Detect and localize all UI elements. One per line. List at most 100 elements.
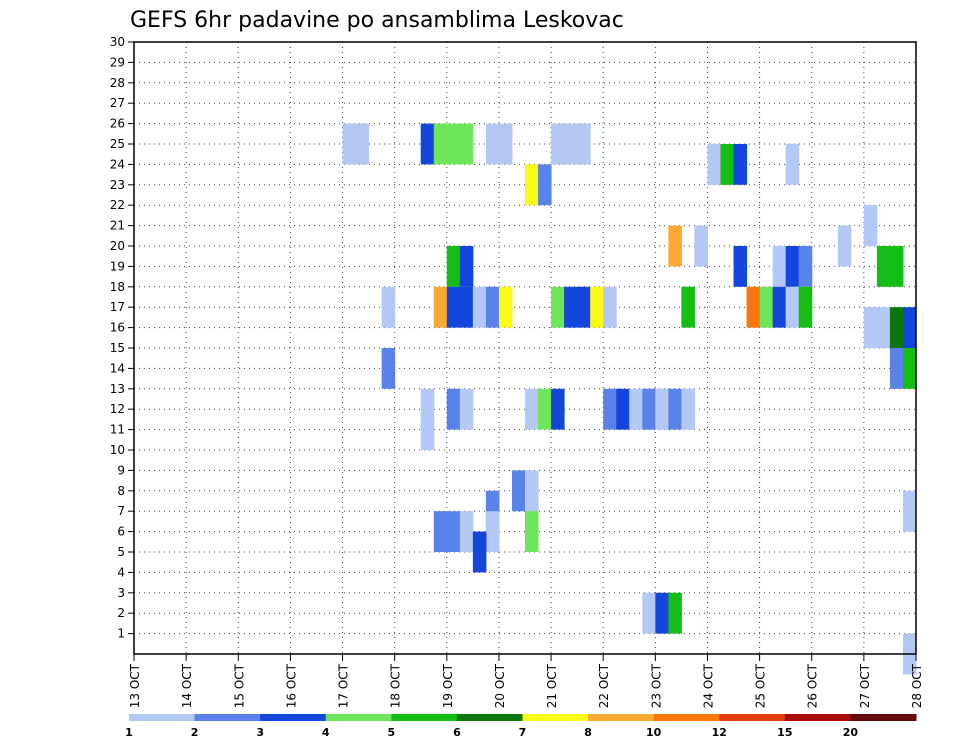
precip-cell — [759, 286, 774, 328]
precip-cell — [603, 286, 617, 328]
precip-cell — [642, 592, 656, 634]
y-tick-label: 11 — [110, 423, 125, 437]
x-tick-label: 15 OCT — [232, 663, 246, 708]
precip-cell — [538, 388, 552, 430]
colorbar-segment — [391, 714, 458, 721]
grid-lines — [134, 42, 916, 654]
y-tick-label: 4 — [117, 565, 125, 579]
chart-title: GEFS 6hr padavine po ansamblima Leskovac — [130, 8, 624, 33]
colorbar-label: 7 — [519, 726, 527, 739]
precip-cell — [590, 286, 604, 328]
y-tick-label: 17 — [110, 300, 125, 314]
precip-cell — [498, 123, 513, 165]
y-tick-label: 1 — [117, 627, 125, 641]
y-axis: 1234567891011121314151617181920212223242… — [110, 35, 134, 641]
precip-cell — [433, 511, 448, 552]
y-tick-label: 27 — [110, 96, 125, 110]
precip-cell — [655, 592, 669, 634]
precip-cell — [720, 144, 735, 185]
precip-cell — [459, 286, 474, 328]
colorbar-label: 1 — [125, 726, 133, 739]
colorbar: 1 2 3 4 5 6 7 8 10 12 15 20 — [125, 714, 917, 739]
colorbar-segment — [850, 714, 917, 721]
precip-cell — [525, 164, 539, 206]
precip-cell — [733, 144, 748, 185]
precip-cell — [642, 388, 656, 430]
precip-cell — [459, 123, 474, 165]
precip-cell — [420, 409, 435, 450]
precip-cell — [459, 246, 474, 287]
precip-cell — [446, 286, 461, 328]
precip-cell — [525, 470, 539, 512]
colorbar-label: 4 — [322, 726, 330, 739]
precip-cell — [551, 388, 565, 430]
x-tick-label: 18 OCT — [389, 663, 403, 708]
precip-cell — [694, 225, 708, 267]
x-tick-label: 13 OCT — [128, 663, 142, 708]
y-tick-label: 20 — [110, 239, 125, 253]
precip-cell — [485, 286, 500, 328]
colorbar-label: 5 — [388, 726, 396, 739]
x-tick-label: 20 OCT — [493, 663, 507, 708]
colorbar-label: 20 — [843, 726, 859, 739]
colorbar-label: 3 — [256, 726, 264, 739]
precip-cell — [876, 307, 891, 348]
y-tick-label: 14 — [110, 361, 125, 375]
x-tick-label: 17 OCT — [337, 663, 351, 708]
y-tick-label: 24 — [110, 157, 125, 171]
precip-cell — [707, 144, 721, 185]
y-tick-label: 26 — [110, 117, 125, 131]
precip-cell — [381, 348, 396, 389]
y-tick-label: 5 — [117, 545, 125, 559]
precip-cell — [798, 246, 813, 287]
precip-cell — [472, 531, 487, 573]
precip-cell — [472, 286, 487, 328]
precip-cell — [485, 511, 500, 552]
x-tick-label: 27 OCT — [858, 663, 872, 708]
colorbar-segment — [653, 714, 720, 721]
colorbar-label: 12 — [712, 726, 727, 739]
colorbar-segment — [260, 714, 327, 721]
precip-cell — [381, 286, 396, 328]
x-tick-label: 16 OCT — [284, 663, 298, 708]
precip-cell — [785, 144, 800, 185]
precip-cell — [459, 511, 474, 552]
x-tick-label: 23 OCT — [649, 663, 663, 708]
colorbar-label: 2 — [191, 726, 199, 739]
x-tick-label: 19 OCT — [441, 663, 455, 708]
y-tick-label: 25 — [110, 137, 125, 151]
x-tick-label: 25 OCT — [754, 663, 768, 708]
y-tick-label: 13 — [110, 382, 125, 396]
precip-cell — [603, 388, 617, 430]
precip-cell — [511, 470, 526, 512]
y-tick-label: 23 — [110, 178, 125, 192]
colorbar-segment — [456, 714, 523, 721]
precip-cell — [863, 205, 878, 246]
precip-cell — [446, 388, 461, 430]
y-tick-label: 22 — [110, 198, 125, 212]
colorbar-segment — [129, 714, 196, 721]
colorbar-segment — [719, 714, 786, 721]
y-tick-label: 29 — [110, 55, 125, 69]
y-tick-label: 12 — [110, 402, 125, 416]
data-cells — [342, 123, 917, 675]
precip-cell — [863, 307, 878, 348]
x-tick-label: 14 OCT — [180, 663, 194, 708]
precip-cell — [629, 388, 643, 430]
y-tick-label: 15 — [110, 341, 125, 355]
precip-cell — [668, 388, 682, 430]
precip-cell — [577, 286, 591, 328]
precip-cell — [668, 225, 682, 267]
y-tick-label: 9 — [117, 463, 125, 477]
precip-cell — [577, 123, 591, 165]
precip-cell — [668, 592, 682, 634]
x-tick-label: 28 OCT — [910, 663, 924, 708]
precip-cell — [681, 286, 695, 328]
y-tick-label: 18 — [110, 280, 125, 294]
colorbar-segment — [194, 714, 261, 721]
precip-cell — [785, 246, 800, 287]
precip-cell — [889, 307, 904, 348]
precip-cell — [525, 388, 539, 430]
precip-cell — [342, 123, 357, 165]
